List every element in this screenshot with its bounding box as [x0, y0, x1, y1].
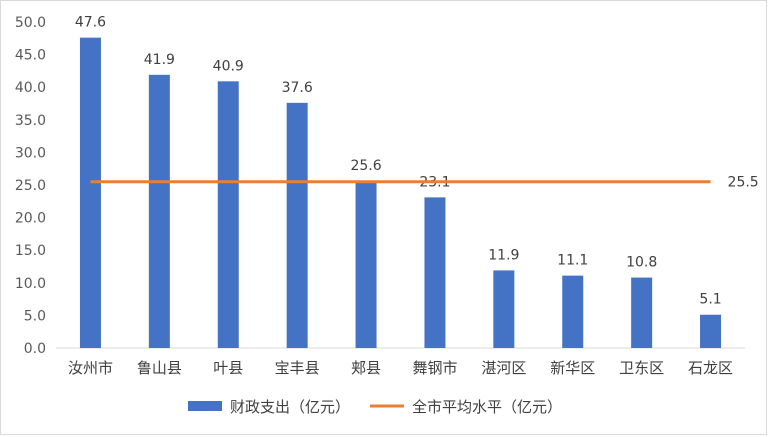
bar-value-label: 11.9	[488, 247, 519, 263]
y-tick-label: 20.0	[15, 211, 46, 227]
x-tick-label: 卫东区	[619, 359, 664, 377]
bar-value-label: 40.9	[213, 58, 244, 74]
y-tick-label: 10.0	[15, 276, 46, 292]
bar[interactable]	[631, 277, 653, 348]
bar[interactable]	[79, 37, 101, 348]
x-tick-label: 舞钢市	[412, 359, 457, 377]
bar-value-label: 10.8	[626, 255, 657, 271]
y-tick-label: 25.0	[15, 178, 46, 194]
bar[interactable]	[424, 197, 446, 348]
bar-value-label: 25.6	[350, 158, 381, 174]
x-tick-label: 汝州市	[68, 359, 113, 377]
bar[interactable]	[700, 314, 722, 348]
x-tick-label: 叶县	[213, 359, 243, 377]
x-tick-label: 宝丰县	[275, 359, 320, 377]
y-tick-label: 50.0	[15, 15, 46, 31]
x-tick-label: 鲁山县	[137, 359, 182, 377]
bar[interactable]	[355, 181, 377, 348]
y-tick-label: 5.0	[24, 308, 46, 324]
y-tick-label: 30.0	[15, 145, 46, 161]
y-tick-label: 35.0	[15, 113, 46, 129]
x-tick-label: 湛河区	[481, 359, 526, 377]
x-tick-label: 新华区	[550, 359, 595, 377]
bar-value-label: 11.1	[557, 253, 588, 269]
legend-swatch-bar	[188, 401, 222, 411]
bar-value-label: 41.9	[144, 52, 175, 68]
bar[interactable]	[562, 275, 584, 348]
x-tick-label: 郏县	[351, 359, 381, 377]
x-tick-label: 石龙区	[688, 359, 733, 377]
bar-value-label: 5.1	[699, 292, 721, 308]
bar[interactable]	[286, 102, 308, 349]
bar[interactable]	[148, 74, 170, 348]
bar-value-label: 47.6	[75, 15, 106, 31]
legend-label-bar: 财政支出（亿元）	[230, 398, 350, 416]
legend-label-line: 全市平均水平（亿元）	[412, 398, 562, 416]
average-line-label: 25.5	[728, 175, 759, 191]
y-tick-label: 0.0	[24, 341, 46, 357]
y-tick-label: 45.0	[15, 48, 46, 64]
bar-value-label: 37.6	[282, 80, 313, 96]
y-tick-label: 40.0	[15, 80, 46, 96]
bar[interactable]	[217, 81, 239, 348]
bar[interactable]	[493, 270, 515, 348]
y-tick-label: 15.0	[15, 243, 46, 259]
